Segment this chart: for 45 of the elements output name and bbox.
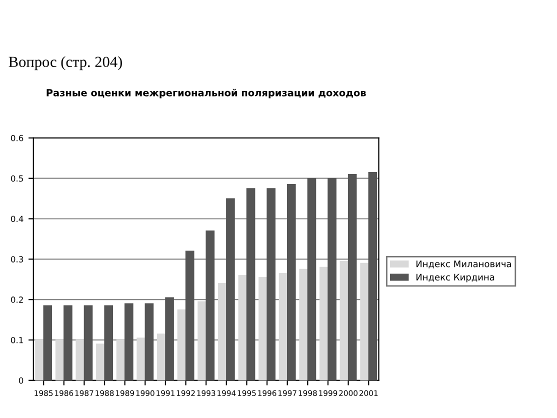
bar	[320, 266, 328, 380]
bar	[340, 260, 349, 380]
bar	[76, 340, 85, 380]
bar	[198, 301, 206, 380]
bar	[84, 305, 93, 380]
bar	[177, 309, 186, 380]
bar	[185, 250, 194, 380]
chart-title: Разные оценки межрегиональной поляризации доходов	[46, 88, 366, 98]
bar	[104, 305, 113, 380]
bar	[368, 172, 378, 380]
bar	[360, 262, 369, 380]
bar	[218, 283, 227, 380]
text: Вопрос (стр. 204)	[8, 56, 122, 70]
bar	[307, 178, 316, 380]
bar	[165, 297, 174, 380]
bar	[226, 198, 235, 380]
bar	[124, 303, 134, 380]
bar	[258, 276, 268, 380]
y-tick-label: 0.5	[10, 175, 23, 182]
legend-label: Индекс Милановича	[416, 260, 511, 268]
y-tick-label: 0.2	[10, 296, 23, 303]
bar	[206, 230, 215, 380]
bar	[348, 174, 357, 380]
bar	[278, 272, 288, 380]
bar	[136, 338, 146, 380]
legend-label: Индекс Кирдина	[416, 274, 494, 282]
bar	[246, 188, 256, 380]
bar	[96, 344, 105, 380]
bar	[328, 178, 336, 380]
bar	[156, 334, 166, 380]
bar	[299, 268, 308, 380]
bar	[286, 184, 296, 380]
bar	[144, 303, 154, 380]
bar	[238, 274, 248, 380]
bar	[55, 340, 64, 380]
bar	[35, 340, 44, 380]
bar	[116, 340, 126, 380]
y-tick-label: 0.6	[10, 134, 24, 142]
bar	[64, 305, 72, 380]
y-tick-label: 0.1	[10, 336, 23, 344]
bar	[266, 188, 276, 380]
y-tick-label: 0.3	[10, 256, 24, 262]
y-tick-label: 0	[18, 377, 24, 384]
bar	[43, 305, 52, 380]
y-tick-label: 0.4	[10, 216, 24, 222]
